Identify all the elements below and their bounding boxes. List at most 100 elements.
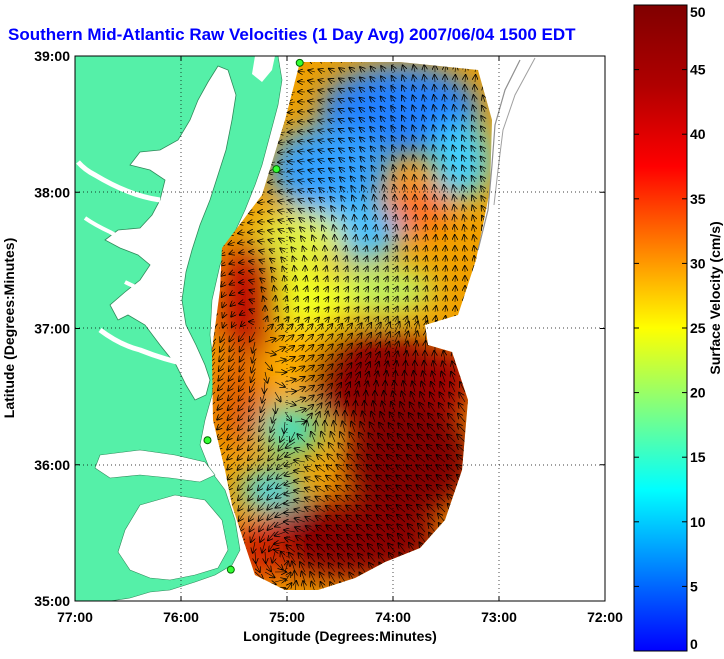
velocity-arrow — [365, 235, 366, 243]
velocity-arrow — [351, 177, 355, 182]
velocity-arrow — [434, 85, 435, 93]
velocity-arrow — [340, 187, 345, 192]
velocity-arrow — [462, 176, 465, 183]
velocity-arrow — [318, 140, 326, 142]
velocity-arrow — [294, 356, 304, 363]
velocity-arrow — [399, 413, 406, 423]
velocity-arrow — [368, 444, 376, 453]
potomac-river — [76, 160, 161, 203]
velocity-arrow — [227, 421, 236, 430]
velocity-arrow — [311, 432, 315, 443]
velocity-arrow — [237, 471, 246, 480]
velocity-arrow — [303, 247, 305, 252]
velocity-arrow — [320, 207, 325, 212]
velocity-arrow — [355, 307, 359, 312]
velocity-arrow — [392, 66, 395, 73]
velocity-arrow — [386, 465, 396, 473]
velocity-arrow — [269, 431, 276, 441]
velocity-arrow — [415, 306, 417, 313]
velocity-arrow — [367, 465, 376, 473]
velocity-arrow — [288, 181, 296, 182]
velocity-arrow — [362, 186, 365, 193]
velocity-arrow — [370, 87, 375, 92]
velocity-arrow — [473, 95, 475, 103]
velocity-arrow — [375, 225, 376, 233]
station-marker — [295, 58, 304, 67]
velocity-arrow — [435, 246, 436, 253]
velocity-arrow — [285, 286, 286, 293]
velocity-arrow — [229, 252, 236, 254]
velocity-arrow — [325, 307, 329, 312]
velocity-arrow — [285, 307, 288, 312]
velocity-arrow — [261, 287, 265, 292]
velocity-arrow — [320, 198, 325, 202]
velocity-arrow — [370, 77, 375, 82]
velocity-arrow — [385, 246, 387, 253]
x-tick-label: 73:00 — [481, 609, 517, 625]
velocity-arrow — [463, 185, 465, 193]
velocity-arrow — [382, 401, 385, 413]
velocity-arrow — [433, 105, 435, 113]
velocity-arrow — [423, 155, 425, 163]
velocity-arrow — [223, 322, 225, 328]
velocity-arrow — [354, 323, 362, 333]
velocity-arrow — [457, 445, 466, 453]
velocity-arrow — [319, 69, 326, 72]
velocity-arrow — [329, 79, 336, 82]
colorbar-tick-label: 30 — [690, 255, 706, 271]
velocity-arrow — [460, 382, 466, 393]
velocity-arrow — [316, 466, 326, 473]
velocity-arrow — [392, 136, 395, 143]
velocity-arrow — [272, 277, 275, 282]
velocity-arrow — [437, 434, 446, 443]
chart-title: Southern Mid-Atlantic Raw Velocities (1 … — [8, 25, 576, 44]
velocity-arrow — [288, 210, 296, 212]
velocity-arrow — [462, 136, 465, 143]
velocity-arrow — [402, 136, 405, 143]
velocity-arrow — [286, 441, 296, 448]
velocity-arrow — [315, 307, 319, 312]
velocity-arrow — [294, 324, 303, 333]
velocity-arrow — [405, 225, 406, 233]
velocity-arrow — [344, 225, 345, 233]
velocity-arrow — [249, 271, 256, 272]
velocity-arrow — [318, 150, 326, 152]
velocity-arrow — [304, 345, 313, 353]
velocity-arrow — [443, 155, 445, 163]
velocity-arrow — [349, 108, 356, 112]
velocity-arrow — [339, 148, 346, 152]
velocity-arrow — [294, 387, 305, 393]
velocity-arrow — [445, 306, 446, 313]
velocity-arrow — [344, 353, 352, 363]
velocity-arrow — [443, 125, 445, 133]
velocity-arrow — [314, 375, 323, 383]
velocity-arrow — [445, 276, 446, 283]
velocity-arrow — [377, 444, 386, 453]
velocity-arrow — [352, 196, 355, 203]
velocity-arrow — [217, 401, 226, 410]
velocity-arrow — [228, 381, 236, 391]
velocity-arrow — [453, 165, 455, 173]
velocity-arrow — [428, 413, 436, 423]
velocity-arrow — [403, 155, 405, 163]
velocity-arrow — [453, 175, 455, 183]
velocity-arrow — [324, 324, 333, 333]
velocity-arrow — [324, 344, 333, 353]
velocity-arrow — [314, 334, 323, 343]
station-marker — [226, 565, 235, 574]
velocity-arrow — [308, 170, 316, 172]
velocity-arrow — [393, 165, 395, 173]
velocity-arrow — [350, 157, 355, 162]
velocity-arrow — [415, 246, 417, 253]
velocity-arrow — [392, 146, 395, 153]
velocity-arrow — [425, 235, 426, 243]
velocity-arrow — [261, 401, 265, 412]
velocity-arrow — [284, 335, 294, 343]
velocity-arrow — [453, 145, 455, 153]
velocity-arrow — [425, 225, 426, 233]
velocity-arrow — [308, 160, 316, 162]
velocity-arrow — [335, 287, 338, 292]
velocity-arrow — [268, 451, 276, 461]
velocity-arrow — [341, 196, 345, 203]
velocity-arrow — [250, 381, 256, 392]
